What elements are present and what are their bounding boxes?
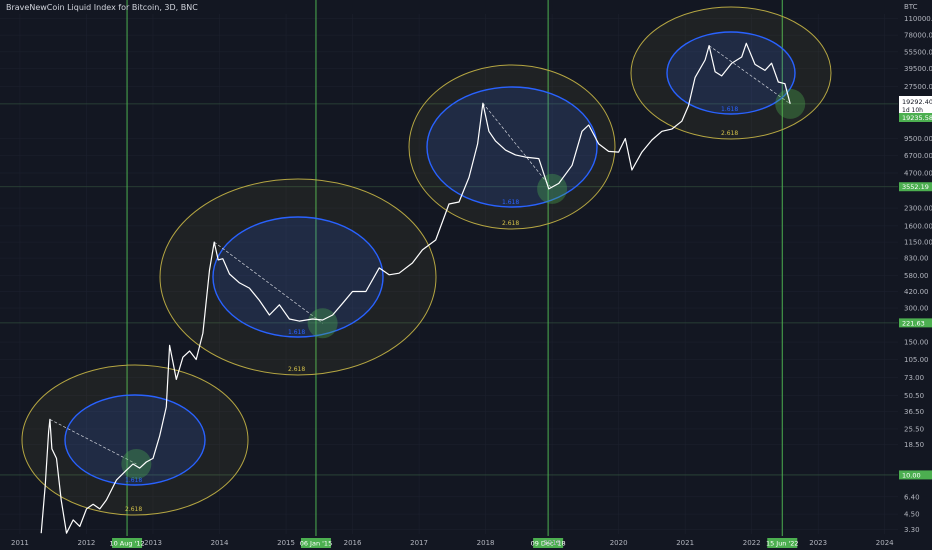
y-tick-label: 4700.00 <box>904 169 932 177</box>
current-price-tag: 19235.58 <box>899 113 932 122</box>
y-tick-label: 300.00 <box>904 305 929 313</box>
y-tick-label: 73.00 <box>904 374 924 382</box>
x-tick-label: 2019 <box>543 539 561 547</box>
outer-fib-ellipse <box>159 178 437 376</box>
axis-tags: 3552.19 221.63 10.00 <box>899 182 932 480</box>
inner-fib-ellipse <box>666 31 796 115</box>
last-price-value: 19292.40 <box>902 98 932 106</box>
level-tag <box>899 470 932 480</box>
y-tick-label: 580.00 <box>904 272 929 280</box>
level-tag-text: 221.63 <box>902 319 925 327</box>
date-tag <box>767 538 798 548</box>
y-tick-label: 36.50 <box>904 408 924 416</box>
y-tick-label: 39500.00 <box>904 65 932 73</box>
y-tick-label: 18.50 <box>904 441 924 449</box>
x-tick-label: 2016 <box>344 539 362 547</box>
last-price-box: 19292.40 1d 10h <box>899 96 932 114</box>
currency-label: BTC <box>904 3 918 11</box>
outer-fib-label: 2.618 <box>288 366 305 373</box>
inner-fib-label: 1.618 <box>125 477 142 484</box>
outer-fib-ellipse <box>630 6 832 140</box>
y-tick-label: 830.00 <box>904 255 929 263</box>
y-tick-label: 2300.00 <box>904 205 932 213</box>
outer-fib-ellipse <box>21 364 249 516</box>
outer-fib-label: 2.618 <box>502 220 519 227</box>
x-tick-label: 2014 <box>211 539 229 547</box>
x-tick-label: 2011 <box>11 539 29 547</box>
chart-title: BraveNewCoin Liquid Index for Bitcoin, 3… <box>6 3 198 12</box>
current-price-value: 19235.58 <box>902 114 932 122</box>
date-tag-text: 10 Aug '12 <box>109 540 144 548</box>
y-tick-label: 6700.00 <box>904 152 932 160</box>
fib-ellipses: 1.618 2.618 1.618 2.618 1.618 2.618 1.618 2.618 <box>21 6 832 516</box>
x-tick-label: 2012 <box>78 539 96 547</box>
x-tick-label: 2022 <box>743 539 761 547</box>
date-tag <box>112 538 143 548</box>
y-tick-label: 25.50 <box>904 425 924 433</box>
price-line <box>40 42 791 534</box>
level-tag-text: 10.00 <box>902 471 921 479</box>
bottom-bubble <box>121 448 152 479</box>
x-tick-label: 2018 <box>477 539 495 547</box>
inner-fib-label: 1.618 <box>288 329 305 336</box>
bar-countdown: 1d 10h <box>902 107 923 114</box>
trend-dashed-line <box>213 241 323 324</box>
inner-fib-label: 1.618 <box>721 106 738 113</box>
date-tag <box>533 538 564 548</box>
inner-fib-ellipse <box>64 394 206 486</box>
y-axis: 110000.00 78000.00 55500.00 39500.00 27500.0… <box>904 15 932 534</box>
bottom-bubble <box>307 308 338 339</box>
x-tick-label: 2015 <box>277 539 295 547</box>
trend-dashed-line <box>708 45 791 105</box>
level-tag <box>899 182 932 192</box>
y-tick-label: 105.00 <box>904 356 929 364</box>
date-tag <box>300 538 331 548</box>
y-tick-label: 55500.00 <box>904 48 932 56</box>
y-tick-label: 110000.00 <box>904 15 932 23</box>
x-tick-label: 2021 <box>676 539 694 547</box>
x-tick-label: 2024 <box>876 539 894 547</box>
outer-fib-label: 2.618 <box>721 130 738 137</box>
y-tick-label: 9500.00 <box>904 135 932 143</box>
date-tag-text: 15 Jun '22 <box>766 540 799 548</box>
inner-fib-ellipse <box>426 86 598 208</box>
grid-lines <box>0 14 898 534</box>
price-series <box>40 42 791 534</box>
bottom-bubble <box>775 88 806 119</box>
outer-fib-ellipse <box>408 64 616 230</box>
trend-dashed-line <box>49 419 137 465</box>
date-tag-text: 06 Jan '15 <box>300 540 332 548</box>
y-tick-label: 4.50 <box>904 511 920 519</box>
level-tag-text: 3552.19 <box>902 183 929 191</box>
y-tick-label: 150.00 <box>904 339 929 347</box>
outer-fib-label: 2.618 <box>125 506 142 513</box>
inner-fib-label: 1.618 <box>502 199 519 206</box>
y-tick-label: 6.40 <box>904 493 920 501</box>
trend-dashed-line <box>482 102 553 190</box>
x-tick-label: 2013 <box>144 539 162 547</box>
vertical-markers: 10 Aug '12 06 Jan '15 09 Dec '18 15 Jun '22 <box>109 0 799 548</box>
x-tick-label: 2023 <box>809 539 827 547</box>
y-tick-label: 1600.00 <box>904 222 932 230</box>
y-tick-label: 1150.00 <box>904 239 932 247</box>
y-tick-label: 420.00 <box>904 288 929 296</box>
level-tag <box>899 318 932 328</box>
y-tick-label: 3.30 <box>904 526 920 534</box>
x-tick-label: 2017 <box>410 539 428 547</box>
y-tick-label: 27500.00 <box>904 83 932 91</box>
date-tag-text: 09 Dec '18 <box>531 540 566 548</box>
x-tick-label: 2020 <box>610 539 628 547</box>
y-tick-label: 78000.00 <box>904 32 932 40</box>
inner-fib-ellipse <box>212 216 384 338</box>
y-tick-label: 50.50 <box>904 392 924 400</box>
x-axis: 2011 2012 2013 2014 2015 2016 2017 2018 2019 2020… <box>11 539 894 547</box>
